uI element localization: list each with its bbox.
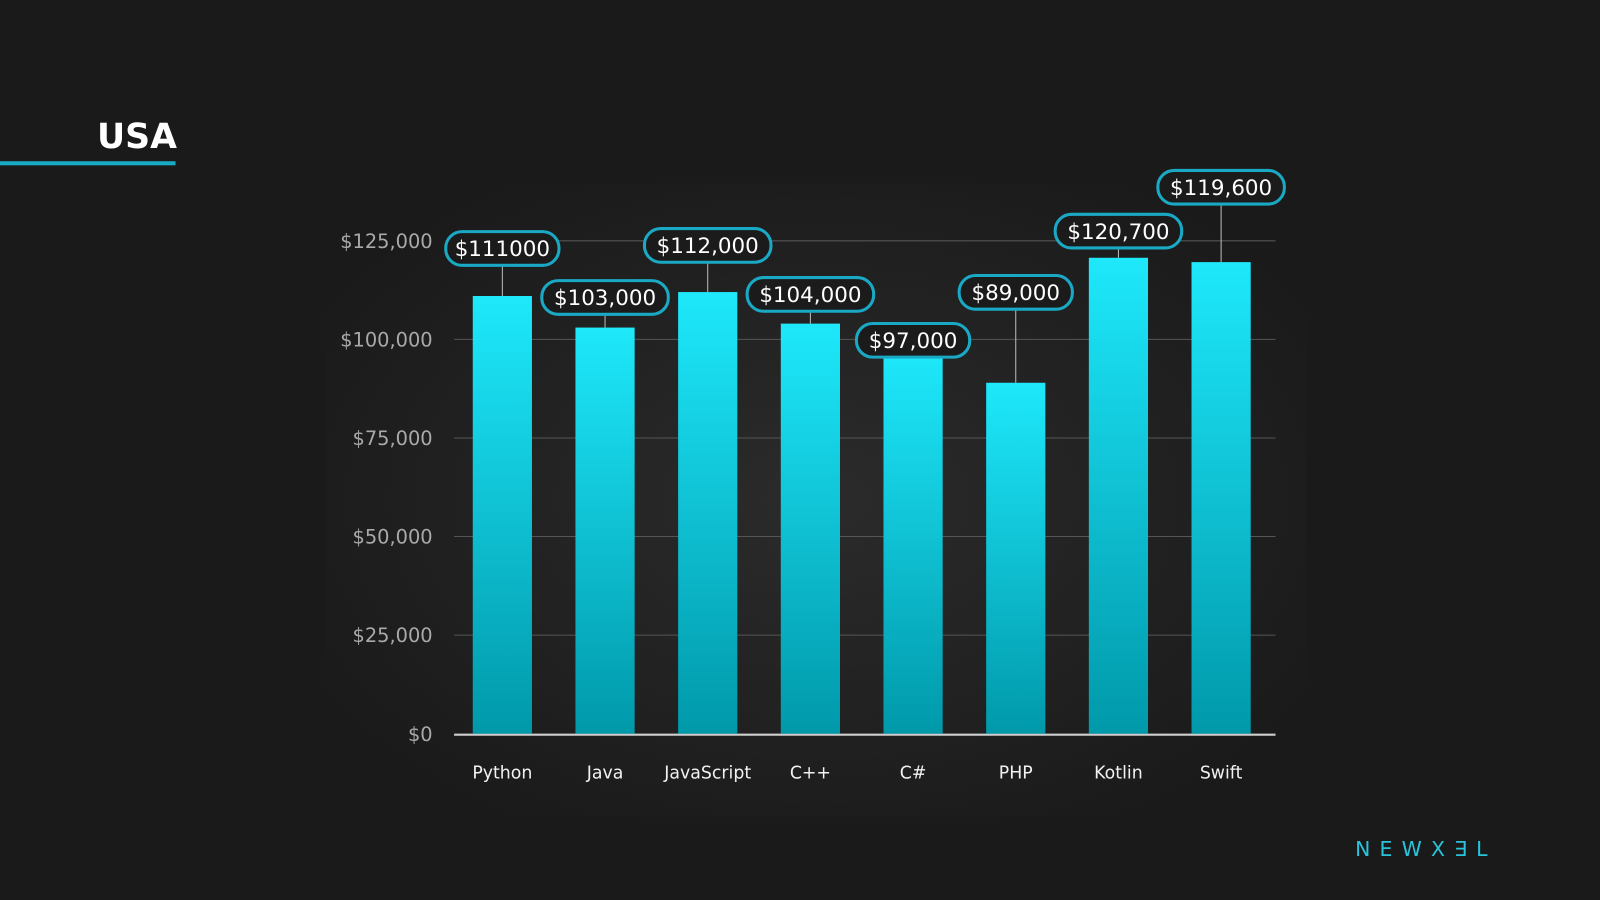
data-label-pill [642,227,773,264]
y-tick-label: $0 [408,723,433,746]
y-tick-label: $25,000 [353,624,433,647]
bar-javascript [678,292,738,734]
data-label-pill [854,321,972,359]
data-label-pill [957,273,1074,311]
y-tick-label: $75,000 [353,427,433,450]
data-label: $97,000 [869,329,958,354]
x-category-label: C++ [790,764,831,784]
newxel-logo: NEWX∃L [1355,837,1497,861]
data-label: $119,600 [1170,176,1272,201]
data-label: $120,700 [1067,220,1169,245]
title-underline [0,161,176,166]
x-category-label: Swift [1200,764,1243,784]
bar-swift [1191,262,1251,734]
x-category-label: Java [586,764,624,784]
data-label-pill [444,230,561,267]
bar-c# [883,351,943,734]
x-category-label: C# [900,764,927,784]
bar-java [575,327,635,734]
x-category-label: JavaScript [663,764,751,784]
bar-c++ [780,323,840,734]
y-tick-label: $100,000 [340,329,432,352]
data-label-pill [1053,212,1184,250]
y-tick-label: $125,000 [340,230,432,253]
bar-kotlin [1088,257,1149,734]
data-label: $111000 [455,237,550,262]
bar-php [986,382,1046,734]
data-label-pill [745,276,876,313]
data-label: $89,000 [971,281,1060,306]
x-category-label: PHP [999,764,1033,784]
bar-python [472,296,532,734]
page-title: USA [97,117,177,157]
data-label-pill [1156,168,1286,206]
y-tick-label: $50,000 [353,526,433,549]
x-category-label: Python [472,764,532,784]
data-label-pill [540,279,670,316]
data-label: $104,000 [759,283,861,308]
data-label: $112,000 [657,234,759,259]
data-label: $103,000 [554,286,656,311]
x-category-label: Kotlin [1094,764,1143,784]
